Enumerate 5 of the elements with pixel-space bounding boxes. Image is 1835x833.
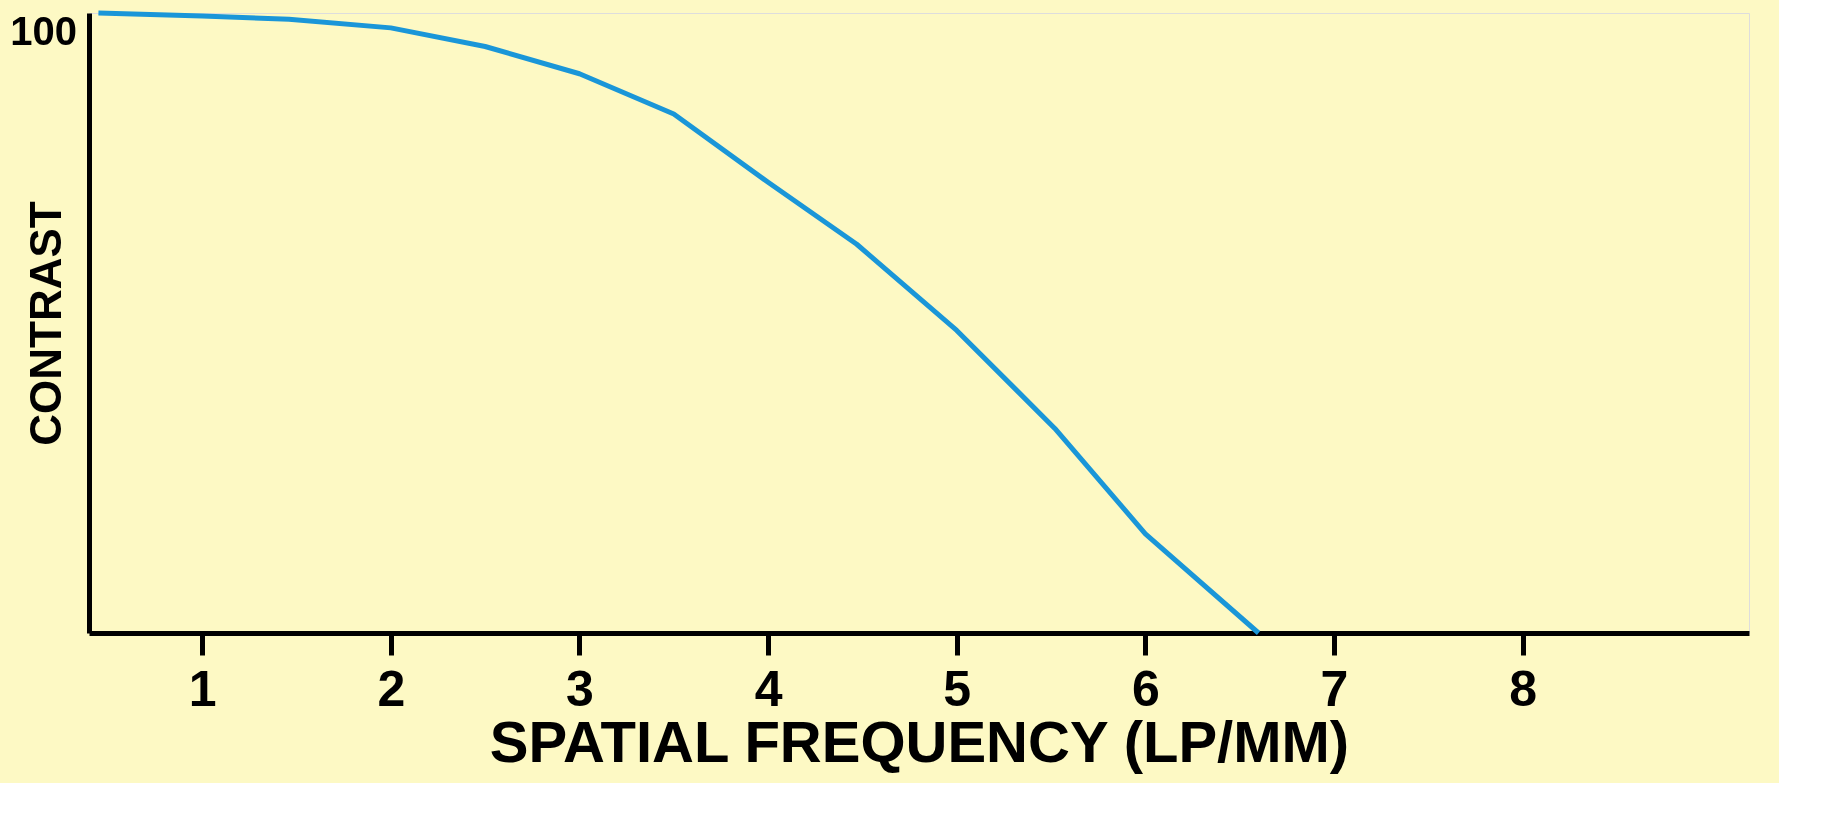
text: 100 (10, 9, 77, 53)
y-axis-title: CONTRAST (20, 201, 70, 446)
x-tick-label: 2 (377, 660, 406, 717)
x-tick-label: 1 (188, 660, 217, 717)
x-tick-label: 8 (1509, 660, 1538, 717)
